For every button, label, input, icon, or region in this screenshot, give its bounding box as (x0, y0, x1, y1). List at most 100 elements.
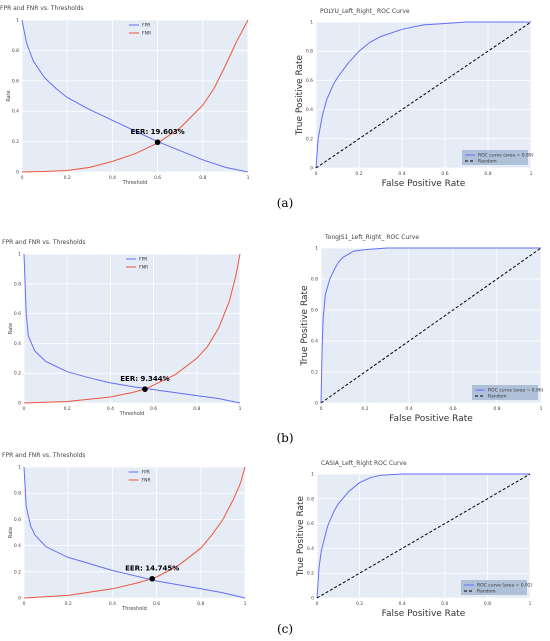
chart2-series-2-line (315, 21, 532, 169)
chart3-y-tick-label: 1 (18, 252, 21, 258)
chart6-legend-label: ROC curve (area = 0.92) (477, 583, 533, 589)
chart1-y-tick-label: 0.6 (12, 78, 19, 84)
chart6-y-tick-label: 0 (311, 596, 314, 602)
chart3-series-2-line (23, 253, 241, 404)
chart5-x-tick-label: 0.4 (109, 601, 116, 607)
chart4-series-1-line (320, 247, 541, 404)
chart6-x-tick-label: 1 (529, 601, 532, 607)
chart4-x-axis-label: False Positive Rate (389, 414, 473, 424)
chart4-plot-area (321, 248, 541, 403)
chart4-y-axis-label: True Positive Rate (300, 285, 310, 367)
chart1-x-tick-label: 0.4 (109, 175, 116, 181)
chart1-legend-label: FPR (142, 23, 150, 29)
chart4-x-tick-label: 0.8 (493, 406, 500, 412)
chart5-x-tick-label: 1 (244, 601, 247, 607)
chart4-y-tick-label: 1 (315, 246, 318, 252)
chart5-series-2-line (23, 466, 246, 599)
chart6-series-2-line (316, 473, 531, 599)
chart6-x-axis-label: False Positive Rate (382, 609, 466, 619)
chart3-eer-point (142, 386, 148, 392)
chart2-x-tick-label: 1 (530, 171, 533, 177)
chart1-x-axis-label: Threshold (122, 180, 148, 186)
chart2-legend-label: ROC curve (area = 0.89) (478, 153, 534, 159)
chart1-x-tick-label: 0.8 (199, 175, 206, 181)
chart5-plot-area (24, 467, 245, 598)
chart5-y-tick-label: 0.2 (14, 569, 21, 575)
chart6-y-tick-label: 1 (311, 472, 314, 478)
chart3-series-1-line (23, 253, 241, 404)
chart1-y-tick-label: 0.8 (12, 48, 19, 54)
chart6-y-axis-label: True Positive Rate (296, 495, 306, 577)
chart2-y-tick-label: 0.2 (306, 136, 313, 142)
chart6-y-tick-label: 0.8 (307, 496, 314, 502)
chart5-y-tick-label: 0.4 (14, 543, 21, 549)
chart4-legend-label: ROC curve (area = 0.96) (488, 388, 544, 394)
chart4-x-tick-label: 0 (320, 406, 323, 412)
chart5-y-tick-label: 0 (18, 596, 21, 602)
chart6-title: CASIA_Left_Right ROC Curve (321, 460, 407, 467)
chart5-y-axis-label: Rate (8, 527, 14, 538)
chart2-y-tick-label: 0.6 (306, 78, 313, 84)
chart6-y-tick-label: 0.6 (307, 521, 314, 527)
chart6-x-tick-label: 0.2 (356, 601, 363, 607)
chart1-x-tick-label: 0 (21, 175, 24, 181)
chart5-x-tick-label: 0.2 (65, 601, 72, 607)
caption-b: (b) (276, 431, 293, 445)
chart6-series-1-line (316, 473, 530, 599)
chart5-y-tick-label: 0.6 (14, 517, 21, 523)
chart2-x-tick-label: 0.4 (398, 171, 405, 177)
chart6-x-tick-label: 0.8 (484, 601, 491, 607)
chart3-x-tick-label: 0.8 (193, 406, 200, 412)
chart2-y-axis-label: True Positive Rate (295, 54, 305, 136)
chart3-x-tick-label: 0 (23, 406, 26, 412)
chart1-legend-label: FNR (142, 31, 151, 37)
chart4-title: TongJS1_Left_Right_ ROC Curve (324, 234, 419, 241)
chart5-x-tick-label: 0.8 (197, 601, 204, 607)
chart1-y-tick-label: 0.4 (12, 109, 19, 115)
caption-a: (a) (277, 196, 294, 210)
chart5-title: FPR and FNR vs. Thresholds (2, 452, 86, 459)
chart2-y-tick-label: 0 (310, 166, 313, 172)
chart3-x-axis-label: Threshold (119, 411, 145, 417)
chart2-series-1-line (315, 21, 531, 169)
chart4-x-tick-label: 0.4 (405, 406, 412, 412)
chart4-legend-box (472, 385, 538, 400)
chart4-y-tick-label: 0.4 (311, 339, 318, 345)
chart3-legend-label: FPR (139, 257, 147, 263)
chart2-x-tick-label: 0 (315, 171, 318, 177)
chart4-y-tick-label: 0.2 (311, 370, 318, 376)
chart5-series-1-line (23, 466, 246, 599)
chart4-x-tick-label: 0.6 (449, 406, 456, 412)
chart2-y-tick-label: 0.8 (306, 49, 313, 55)
chart5-legend-label: FNR (142, 478, 151, 484)
chart3-y-tick-label: 0 (18, 401, 21, 407)
chart1-y-tick-label: 0 (16, 170, 19, 176)
chart3-x-tick-label: 1 (239, 406, 242, 412)
chart2-legend-box (462, 150, 528, 165)
chart6-legend-box (461, 580, 527, 595)
chart3-eer-label: EER: 9.344% (120, 375, 169, 383)
chart1-x-tick-label: 0.6 (154, 175, 161, 181)
chart1-x-tick-label: 1 (247, 175, 250, 181)
chart1-x-tick-label: 0.2 (64, 175, 71, 181)
chart6-x-tick-label: 0.4 (399, 601, 406, 607)
chart4-x-tick-label: 0.2 (361, 406, 368, 412)
chart3-legend-label: FNR (139, 265, 148, 271)
chart1-series-1-line (21, 19, 249, 173)
chart6-y-tick-label: 0.2 (307, 571, 314, 577)
chart5-eer-label: EER: 14.745% (125, 565, 179, 573)
chart4-legend-label: Random (488, 394, 507, 400)
chart3-x-tick-label: 0.2 (64, 406, 71, 412)
chart1-y-tick-label: 0.2 (12, 139, 19, 145)
chart5-x-axis-label: Threshold (121, 606, 147, 612)
chart5-x-tick-label: 0.6 (153, 601, 160, 607)
chart1-eer-label: EER: 19.603% (130, 128, 184, 136)
chart3-y-tick-label: 0.2 (14, 371, 21, 377)
chart6-x-tick-label: 0.6 (441, 601, 448, 607)
chart4-y-tick-label: 0 (315, 401, 318, 407)
chart3-y-axis-label: Rate (8, 323, 14, 334)
chart4-y-tick-label: 0.8 (311, 277, 318, 283)
chart2-title: POLYU_Left_Right_ ROC Curve (320, 8, 410, 15)
chart5-eer-point (149, 575, 155, 582)
